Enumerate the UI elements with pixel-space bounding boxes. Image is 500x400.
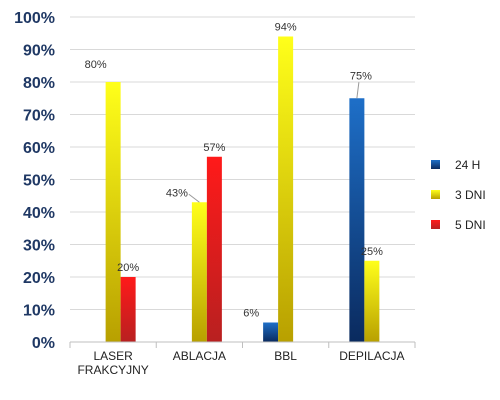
legend: 24 H 3 DNI 5 DNI	[431, 158, 486, 232]
data-label: 80%	[85, 59, 107, 71]
legend-swatch	[431, 160, 440, 169]
y-tick-label: 100%	[14, 10, 55, 27]
y-tick-label: 10%	[23, 303, 55, 320]
y-tick-label: 40%	[23, 205, 55, 222]
y-tick-label: 50%	[23, 173, 55, 190]
bar	[206, 156, 222, 342]
bar	[349, 98, 365, 342]
y-tick-label: 80%	[23, 75, 55, 92]
data-label: 75%	[350, 70, 372, 82]
y-tick-label: 20%	[23, 270, 55, 287]
x-tick-label: FRAKCYJNY	[77, 363, 148, 377]
leader-line	[356, 82, 360, 99]
legend-label: 5 DNI	[455, 218, 486, 232]
x-tick-label: LASER	[93, 349, 133, 363]
y-tick-label: 70%	[23, 108, 55, 125]
y-axis: 0% 10% 20% 30% 40% 50% 60% 70% 80% 90% 100%	[14, 10, 55, 352]
data-label: 57%	[203, 142, 225, 154]
bar	[278, 36, 294, 342]
data-label: 94%	[275, 22, 297, 34]
legend-label: 24 H	[455, 158, 480, 172]
legend-swatch	[431, 190, 440, 199]
bar	[105, 82, 121, 342]
legend-swatch	[431, 220, 440, 229]
x-tick-label: ABLACJA	[173, 349, 226, 363]
leader-line	[188, 193, 200, 203]
bar	[263, 322, 279, 342]
bar	[364, 260, 380, 342]
data-label: 6%	[243, 308, 259, 320]
y-tick-label: 60%	[23, 140, 55, 157]
data-label: 25%	[361, 246, 383, 258]
data-label: 43%	[166, 187, 188, 199]
bar	[191, 202, 207, 342]
y-tick-label: 30%	[23, 238, 55, 255]
bars	[105, 36, 380, 342]
legend-label: 3 DNI	[455, 188, 486, 202]
x-tick-label: BBL	[274, 349, 297, 363]
y-tick-label: 0%	[32, 335, 55, 352]
data-label: 20%	[117, 262, 139, 274]
data-labels: 6% 75% 80% 43% 94% 25% 20% 57%	[85, 22, 383, 320]
y-tick-label: 90%	[23, 43, 55, 60]
x-tick-label: DEPILACJA	[339, 349, 404, 363]
bar	[120, 277, 136, 342]
